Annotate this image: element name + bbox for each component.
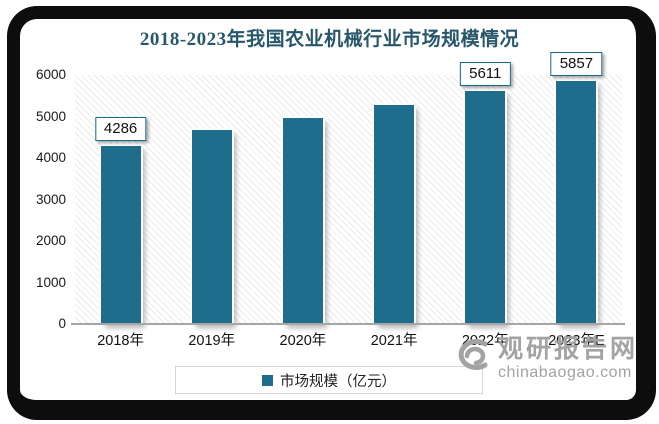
x-category-label: 2020年 [279,333,327,349]
bar-2023年E [556,80,597,324]
data-label-2018年: 4286 [94,117,147,142]
watermark-text: 观研报告网 chinabaogao.com [498,336,638,382]
bar-2022年 [465,91,506,324]
chart-title: 2018-2023年我国农业机械行业市场规模情况 [139,29,520,50]
bar-2021年 [374,104,415,324]
x-category-label: 2021年 [370,333,418,349]
y-tick-label: 2000 [35,233,66,248]
x-category-label: 2023年E [548,333,605,349]
y-tick-label: 5000 [35,108,66,124]
x-axis-line [71,323,625,325]
legend-marker-icon [262,374,273,386]
y-tick-label: 3000 [35,191,66,207]
x-category-label: 2018年 [97,333,144,349]
y-tick-label: 6000 [35,67,66,82]
legend: 市场规模（亿元） [175,366,483,394]
bar-2018年 [100,146,141,324]
bar-2020年 [282,118,323,324]
x-category-label: 2019年 [188,333,236,349]
plot-area [75,75,622,324]
bar-2019年 [191,129,232,324]
watermark-domain: chinabaogao.com [498,364,632,381]
watermark: 观研报告网 chinabaogao.com [452,336,652,382]
watermark-site-name: 观研报告网 [498,335,639,363]
legend-label: 市场规模（亿元） [280,373,396,390]
data-label-2022年: 5611 [460,62,511,87]
watermark-logo-icon [452,336,494,381]
y-tick-label: 4000 [35,150,66,165]
data-label-2023年E: 5857 [550,51,603,76]
x-category-label: 2022年 [461,333,509,349]
y-tick-label: 1000 [35,274,66,290]
y-tick-label: 0 [58,316,66,331]
